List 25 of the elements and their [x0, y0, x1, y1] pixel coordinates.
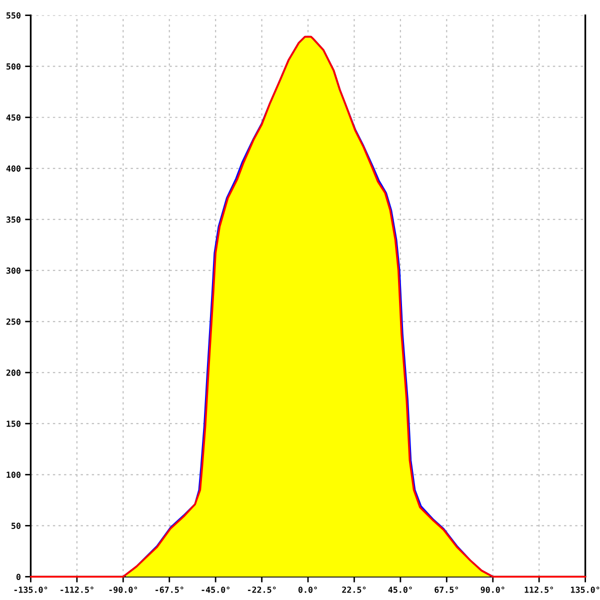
- y-tick-label: 0: [16, 574, 20, 580]
- x-tick-label: -112.5°: [60, 586, 94, 593]
- y-tick-label: 500: [6, 63, 20, 70]
- x-tick-label: -135.0°: [14, 586, 48, 593]
- x-tick-label: -90.0°: [109, 586, 138, 593]
- x-tick-label: 67.5°: [434, 586, 458, 593]
- y-tick-label: 350: [6, 216, 20, 223]
- x-tick-label: -67.5°: [156, 586, 184, 593]
- x-tick-label: 45.0°: [388, 586, 412, 593]
- y-tick-label: 50: [12, 522, 20, 529]
- x-tick-label: 90.0°: [480, 586, 504, 593]
- x-tick-label: -45.0°: [202, 586, 230, 593]
- y-tick-label: 400: [6, 165, 20, 172]
- x-tick-label: 0.0°: [298, 586, 317, 593]
- y-tick-label: 450: [6, 114, 20, 121]
- y-tick-label: 200: [6, 370, 20, 376]
- x-tick-label: 135.0°: [571, 586, 600, 593]
- x-tick-label: -22.5°: [248, 586, 276, 593]
- y-tick-label: 250: [6, 318, 20, 325]
- y-tick-label: 100: [6, 472, 20, 478]
- y-tick-label: 300: [6, 267, 20, 274]
- y-tick-label: 150: [6, 420, 20, 427]
- x-tick-label: 22.5°: [342, 586, 366, 593]
- y-tick-label: 550: [6, 12, 20, 19]
- x-tick-label: 112.5°: [524, 586, 553, 593]
